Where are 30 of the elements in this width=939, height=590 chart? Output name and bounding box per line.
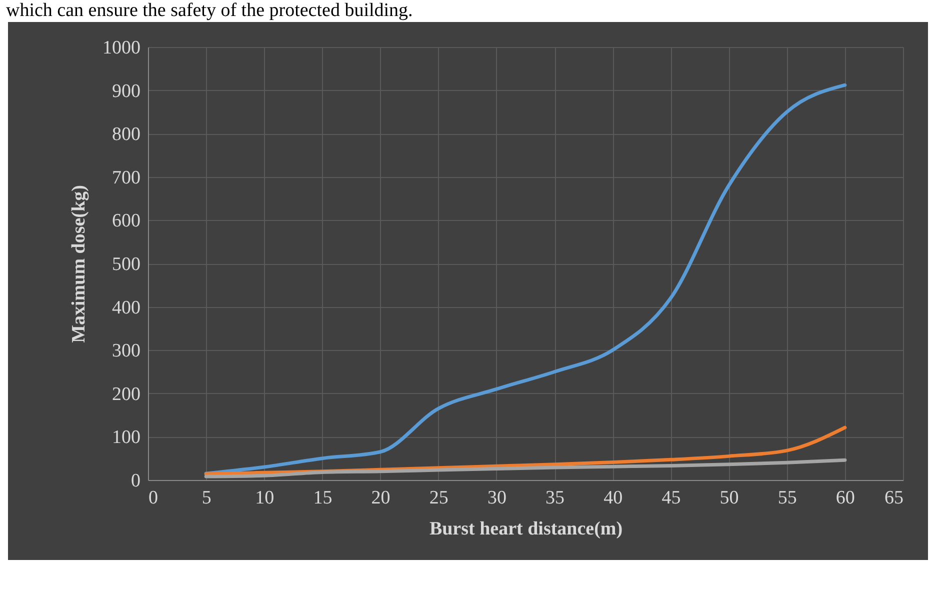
x-tick-label: 50: [720, 488, 739, 508]
x-axis-title: Burst heart distance(m): [429, 518, 623, 540]
line-series: [204, 458, 847, 478]
y-tick-label: 700: [112, 167, 140, 188]
x-tick-label: 45: [662, 488, 681, 508]
x-tick-label: 15: [313, 488, 332, 508]
y-tick-label: 600: [112, 210, 140, 232]
y-tick-label: 0: [131, 470, 140, 492]
x-tick-label: 40: [604, 488, 623, 508]
line-series: [204, 83, 847, 476]
y-tick-label: 900: [112, 80, 140, 102]
x-tick-label: 0: [148, 488, 158, 508]
y-tick-label: 300: [112, 340, 140, 362]
x-tick-label: 35: [546, 488, 565, 508]
x-tick-label: 5: [202, 488, 212, 508]
x-tick-label: 25: [429, 488, 448, 508]
y-tick-label: 800: [112, 124, 140, 146]
x-tick-label: 30: [487, 488, 506, 508]
x-tick-label: 55: [778, 488, 797, 508]
x-tick-label: 65: [884, 488, 904, 508]
text: which can ensure the safety of the protected building.: [5, 0, 414, 22]
y-axis-title: Maximum dose(kg): [68, 185, 90, 343]
x-tick-label: 60: [836, 488, 855, 508]
x-tick-label: 10: [255, 488, 274, 508]
y-tick-label: 100: [112, 427, 140, 448]
y-tick-label: 400: [112, 297, 140, 318]
y-tick-label: 1000: [102, 38, 140, 58]
y-tick-label: 200: [112, 384, 140, 405]
x-tick-label: 20: [371, 488, 390, 508]
y-tick-label: 500: [112, 254, 140, 275]
